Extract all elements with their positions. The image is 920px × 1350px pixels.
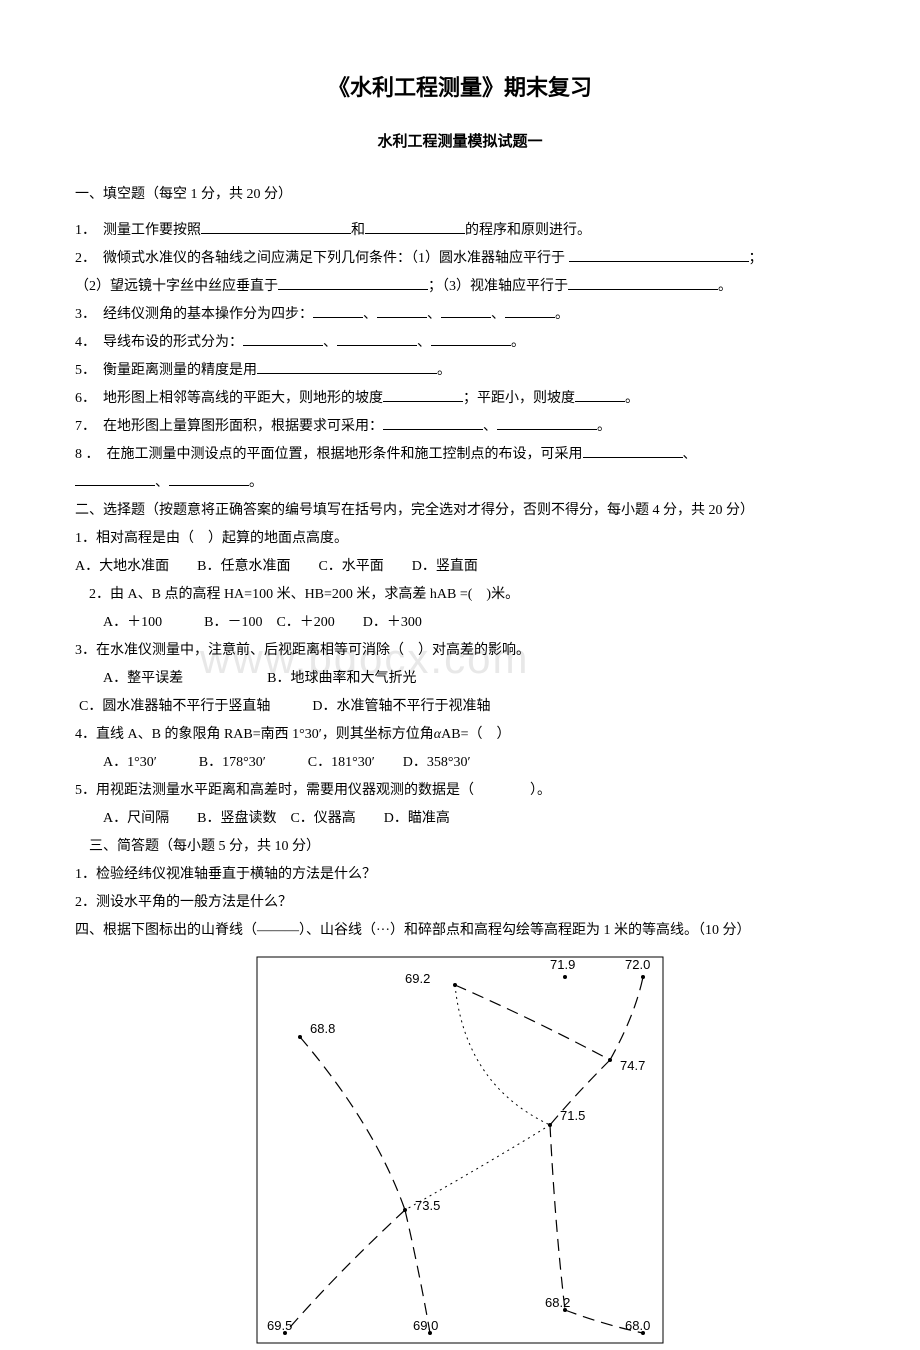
svg-text:71.5: 71.5 (560, 1108, 585, 1123)
blank (75, 470, 155, 486)
s2-q4-opts: A．1°30′ B．178°30′ C．181°30′ D．358°30′ (75, 749, 845, 777)
svg-text:69.0: 69.0 (413, 1318, 438, 1333)
blank (383, 414, 483, 430)
blank (497, 414, 597, 430)
s1-q8-end: 。 (249, 475, 263, 490)
blank (243, 330, 323, 346)
diagram-container: 69.2 71.9 72.0 68.8 74.7 71.5 73.5 68.2 69.5 69.0… (75, 955, 845, 1350)
svg-text:69.5: 69.5 (267, 1318, 292, 1333)
svg-text:73.5: 73.5 (415, 1198, 440, 1213)
s1-q2b-text-c: 。 (718, 279, 732, 294)
svg-text:72.0: 72.0 (625, 957, 650, 972)
s1-q1-text-b: 和 (351, 223, 365, 238)
blank (583, 442, 683, 458)
s1-q6: 6． 地形图上相邻等高线的平距大，则地形的坡度 ；平距小，则坡度 。 (75, 385, 845, 413)
s2-q5: 5．用视距法测量水平距离和高差时，需要用仪器观测的数据是（ ）。 (75, 777, 845, 805)
s1-q4: 4． 导线布设的形式分为：、、。 (75, 329, 845, 357)
s1-q5: 5． 衡量距离测量的精度是用 。 (75, 357, 845, 385)
section4-header: 四、根据下图标出的山脊线（———）、山谷线（···）和碎部点和高程勾绘等高程距为… (75, 917, 845, 945)
s1-q3-end: 。 (555, 307, 569, 322)
s1-q7-text: 7． 在地形图上量算图形面积，根据要求可采用： (75, 419, 383, 434)
blank (383, 386, 463, 402)
svg-text:74.7: 74.7 (620, 1058, 645, 1073)
blank (431, 330, 511, 346)
s2-q3-opts-b: C．圆水准器轴不平行于竖直轴 D．水准管轴不平行于视准轴 (75, 693, 845, 721)
s1-q8: 8 ． 在施工测量中测设点的平面位置，根据地形条件和施工控制点的布设，可采用、 (75, 441, 845, 469)
blank (278, 274, 428, 290)
s1-q2b-text-b: ；（3）视准轴应平行于 (428, 279, 568, 294)
s1-q2: 2． 微倾式水准仪的各轴线之间应满足下列几何条件：（1）圆水准器轴应平行于 ； (75, 245, 845, 273)
s1-q1: 1． 测量工作要按照 和 的程序和原则进行。 (75, 217, 845, 245)
blank (169, 470, 249, 486)
s2-q4-text-b: AB=（ ） (441, 727, 510, 742)
s1-q6-text-b: ；平距小，则坡度 (463, 391, 575, 406)
s2-q2-opts: A．＋100 B．－100 C．＋200 D．＋300 (75, 609, 845, 637)
s1-q6-text-c: 。 (625, 391, 639, 406)
s1-q2b: （2）望远镜十字丝中丝应垂直于 ；（3）视准轴应平行于 。 (75, 273, 845, 301)
contour-diagram: 69.2 71.9 72.0 68.8 74.7 71.5 73.5 68.2 69.5 69.0… (255, 955, 665, 1345)
svg-text:68.2: 68.2 (545, 1295, 570, 1310)
s1-q3-text: 3． 经纬仪测角的基本操作分为四步： (75, 307, 313, 322)
s1-q8b: 、。 (75, 469, 845, 497)
section1-header: 一、填空题（每空 1 分，共 20 分） (75, 181, 845, 209)
document-content: 《水利工程测量》期末复习 水利工程测量模拟试题一 一、填空题（每空 1 分，共 … (75, 70, 845, 1350)
s1-q7: 7． 在地形图上量算图形面积，根据要求可采用：、。 (75, 413, 845, 441)
s1-q2-text-a: 2． 微倾式水准仪的各轴线之间应满足下列几何条件：（1）圆水准器轴应平行于 (75, 251, 569, 266)
s3-q2: 2．测设水平角的一般方法是什么？ (75, 889, 845, 917)
page-subtitle: 水利工程测量模拟试题一 (75, 130, 845, 151)
blank (505, 302, 555, 318)
blank (575, 386, 625, 402)
s1-q3: 3． 经纬仪测角的基本操作分为四步：、、、。 (75, 301, 845, 329)
s1-q5-text: 5． 衡量距离测量的精度是用 (75, 363, 257, 378)
s2-q1: 1．相对高程是由（ ）起算的地面点高度。 (75, 525, 845, 553)
s1-q1-text-a: 1． 测量工作要按照 (75, 223, 201, 238)
s1-q4-end: 。 (511, 335, 525, 350)
s2-q2: 2．由 A、B 点的高程 HA=100 米、HB=200 米，求高差 hAB =… (75, 581, 845, 609)
s1-q6-text-a: 6． 地形图上相邻等高线的平距大，则地形的坡度 (75, 391, 383, 406)
svg-text:68.8: 68.8 (310, 1021, 335, 1036)
blank (201, 218, 351, 234)
s3-q1: 1．检验经纬仪视准轴垂直于横轴的方法是什么？ (75, 861, 845, 889)
blank (337, 330, 417, 346)
s2-q1-opts: A．大地水准面 B．任意水准面 C．水平面 D．竖直面 (75, 553, 845, 581)
blank (441, 302, 491, 318)
s1-q2-text-b: ； (749, 251, 763, 266)
section3-header: 三、简答题（每小题 5 分，共 10 分） (75, 833, 845, 861)
s1-q5-end: 。 (437, 363, 451, 378)
s2-q3: 3．在水准仪测量中，注意前、后视距离相等可消除（ ）对高差的影响。 (75, 637, 845, 665)
s2-q3-opts-a: A．整平误差 B．地球曲率和大气折光 (75, 665, 845, 693)
blank (568, 274, 718, 290)
svg-text:68.0: 68.0 (625, 1318, 650, 1333)
s2-q4-text-a: 4．直线 A、B 的象限角 RAB=南西 1°30′，则其坐标方位角 (75, 727, 434, 742)
s1-q4-text: 4． 导线布设的形式分为： (75, 335, 243, 350)
s1-q8-text: 8 ． 在施工测量中测设点的平面位置，根据地形条件和施工控制点的布设，可采用 (75, 447, 583, 462)
blank (377, 302, 427, 318)
blank (257, 358, 437, 374)
s2-q4: 4．直线 A、B 的象限角 RAB=南西 1°30′，则其坐标方位角αAB=（ … (75, 721, 845, 749)
svg-text:69.2: 69.2 (405, 971, 430, 986)
blank (569, 246, 749, 262)
section2-header: 二、选择题（按题意将正确答案的编号填写在括号内，完全选对才得分，否则不得分，每小… (75, 497, 845, 525)
svg-text:71.9: 71.9 (550, 957, 575, 972)
blank (313, 302, 363, 318)
blank (365, 218, 465, 234)
s1-q1-text-c: 的程序和原则进行。 (465, 223, 591, 238)
s2-q5-opts: A．尺间隔 B．竖盘读数 C．仪器高 D．瞄准高 (75, 805, 845, 833)
s1-q2b-text-a: （2）望远镜十字丝中丝应垂直于 (75, 279, 278, 294)
s1-q7-end: 。 (597, 419, 611, 434)
page-title: 《水利工程测量》期末复习 (75, 70, 845, 102)
